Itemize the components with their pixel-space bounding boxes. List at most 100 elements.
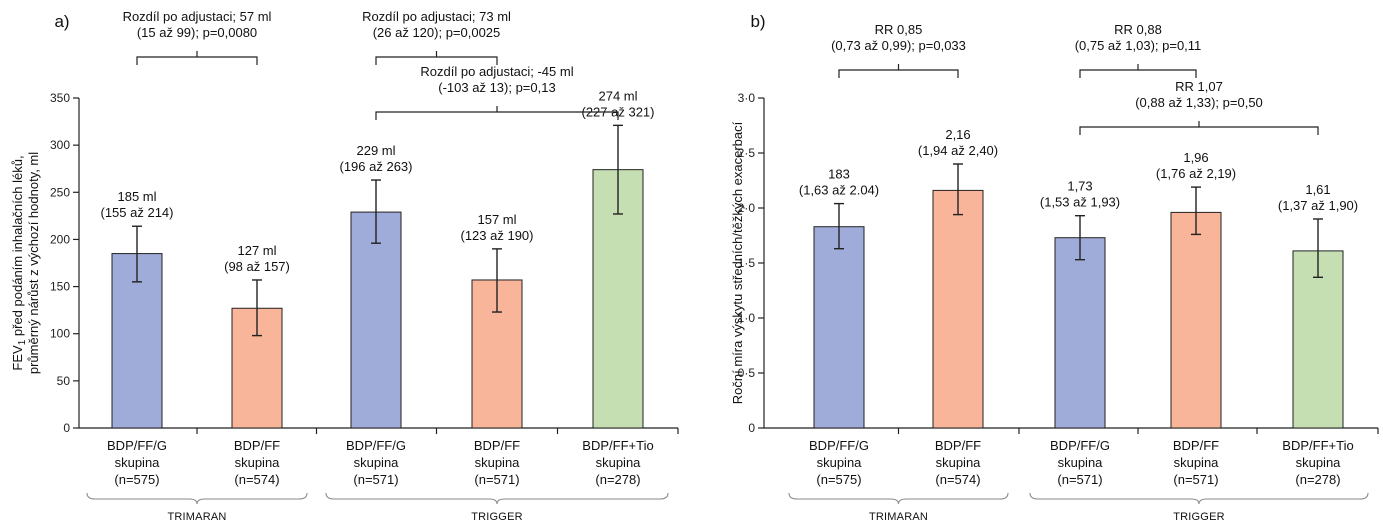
study-brace bbox=[1029, 492, 1369, 505]
study-brace bbox=[788, 492, 1009, 505]
x-tick-label: BDP/FF bbox=[474, 438, 520, 453]
bar bbox=[111, 253, 163, 429]
data-label: (155 až 214) bbox=[101, 205, 174, 220]
x-tick-label: (n=571) bbox=[1173, 472, 1218, 487]
study-brace bbox=[86, 492, 308, 505]
x-tick-label: BDP/FF bbox=[234, 438, 280, 453]
x-tick-label: BDP/FF+Tio bbox=[1282, 438, 1353, 453]
y-tick-label: 350 bbox=[50, 91, 70, 105]
x-tick-label: (n=571) bbox=[353, 472, 398, 487]
study-brace bbox=[325, 492, 669, 505]
x-tick-label: (n=278) bbox=[595, 472, 640, 487]
y-tick-label: 100 bbox=[50, 327, 70, 341]
y-tick-label: 2·0 bbox=[738, 201, 756, 215]
y-tick-label: 1·5 bbox=[738, 256, 756, 270]
study-label: TRIMARAN bbox=[167, 511, 226, 523]
x-tick-label: skupina bbox=[1296, 455, 1342, 470]
panel-label: b) bbox=[750, 12, 765, 31]
x-tick-label: skupina bbox=[354, 455, 400, 470]
x-tick-label: (n=574) bbox=[935, 472, 980, 487]
comparison-label: (0,75 až 1,03); p=0,11 bbox=[1075, 38, 1202, 53]
chart-panel-b: b) 0 0·5 1·0 1·5 2·0 2·5 3·0 Roční míra výskytu … bbox=[730, 12, 1379, 523]
data-label: (1,53 až 1,93) bbox=[1040, 195, 1120, 210]
bar bbox=[813, 226, 865, 429]
comparison-bracket bbox=[1079, 126, 1319, 135]
chart-panel-a: a) 0 50 100 150 200 250 300 350 FEV1 před podáním… bbox=[10, 9, 679, 523]
data-label: 127 ml bbox=[237, 243, 276, 258]
x-tick-label: (n=278) bbox=[1295, 472, 1340, 487]
x-tick-label: skupina bbox=[475, 455, 521, 470]
x-tick-label: (n=571) bbox=[1057, 472, 1102, 487]
study-label: TRIMARAN bbox=[869, 511, 928, 523]
data-label: 2,16 bbox=[945, 127, 970, 142]
comparison-label: RR 1,07 bbox=[1175, 79, 1223, 94]
data-label: 1,61 bbox=[1305, 182, 1330, 197]
x-tick-label: (n=575) bbox=[816, 472, 861, 487]
x-tick-label: skupina bbox=[115, 455, 161, 470]
comparison-bracket bbox=[838, 69, 959, 78]
y-axis-label: Roční míra výskytu středních/těžkých exa… bbox=[730, 121, 745, 404]
x-tick-label: BDP/FF/G bbox=[809, 438, 869, 453]
y-tick-label: 3·0 bbox=[738, 91, 756, 105]
data-label: 274 ml bbox=[598, 88, 637, 103]
y-tick-label: 200 bbox=[50, 232, 70, 246]
y-tick-label: 0 bbox=[63, 421, 70, 435]
y-tick-label: 50 bbox=[57, 374, 71, 388]
comparison-label: (0,88 až 1,33); p=0,50 bbox=[1135, 95, 1263, 110]
study-label: TRIGGER bbox=[471, 511, 523, 523]
comparison-label: RR 0,88 bbox=[1114, 22, 1162, 37]
study-label: TRIGGER bbox=[1173, 511, 1225, 523]
y-tick-label: 0·5 bbox=[738, 366, 756, 380]
y-tick-label: 2·5 bbox=[738, 146, 756, 160]
y-axis-label-line1: FEV1 před podáním inhalačních léků, bbox=[10, 155, 28, 370]
bar bbox=[932, 189, 984, 429]
y-tick-label: 0 bbox=[748, 421, 755, 435]
x-tick-label: skupina bbox=[817, 455, 863, 470]
comparison-bracket bbox=[1079, 69, 1197, 78]
x-tick-label: skupina bbox=[936, 455, 982, 470]
bar bbox=[1170, 211, 1222, 429]
x-tick-label: (n=574) bbox=[234, 472, 279, 487]
x-tick-label: skupina bbox=[596, 455, 642, 470]
panel-label: a) bbox=[54, 12, 69, 31]
comparison-label: Rozdíl po adjustaci; -45 ml bbox=[420, 64, 573, 79]
y-tick-label: 300 bbox=[50, 138, 70, 152]
x-tick-label: skupina bbox=[1058, 455, 1104, 470]
x-tick-label: skupina bbox=[235, 455, 281, 470]
data-label: (123 až 190) bbox=[461, 228, 534, 243]
y-axis-label: FEV1 před podáním inhalačních léků,průmě… bbox=[10, 152, 41, 374]
data-label: (98 až 157) bbox=[224, 259, 290, 274]
x-tick-label: BDP/FF bbox=[935, 438, 981, 453]
x-tick-label: (n=571) bbox=[474, 472, 519, 487]
data-label: 185 ml bbox=[117, 189, 156, 204]
x-tick-label: (n=575) bbox=[114, 472, 159, 487]
comparison-label: Rozdíl po adjustaci; 73 ml bbox=[362, 9, 511, 24]
y-tick-label: 250 bbox=[50, 185, 70, 199]
comparison-label: RR 0,85 bbox=[875, 22, 923, 37]
y-tick-label: 1·0 bbox=[738, 311, 756, 325]
comparison-label: Rozdíl po adjustaci; 57 ml bbox=[123, 9, 272, 24]
y-axis-label-line2: průměrný nárůst z výchozí hodnoty, ml bbox=[26, 152, 41, 374]
x-tick-label: BDP/FF bbox=[1173, 438, 1219, 453]
comparison-label: (15 až 99); p=0,0080 bbox=[137, 25, 257, 40]
bar bbox=[1292, 250, 1344, 429]
x-tick-label: skupina bbox=[1174, 455, 1220, 470]
comparison-label: (-103 až 13); p=0,13 bbox=[438, 80, 555, 95]
data-label: 1,73 bbox=[1067, 179, 1092, 194]
comparison-label: (0,73 až 0,99); p=0,033 bbox=[831, 38, 966, 53]
x-tick-label: BDP/FF/G bbox=[107, 438, 167, 453]
data-label: 157 ml bbox=[477, 212, 516, 227]
data-label: 183 bbox=[828, 167, 850, 182]
comparison-bracket bbox=[136, 56, 258, 65]
data-label: 1,96 bbox=[1183, 150, 1208, 165]
y-tick-label: 150 bbox=[50, 280, 70, 294]
data-label: (1,76 až 2,19) bbox=[1156, 166, 1236, 181]
data-label: (1,37 až 1,90) bbox=[1278, 198, 1358, 213]
data-label: (1,63 až 2.04) bbox=[799, 183, 879, 198]
x-tick-label: BDP/FF/G bbox=[1050, 438, 1110, 453]
bar bbox=[1054, 237, 1106, 429]
bar bbox=[350, 211, 402, 429]
x-tick-label: BDP/FF/G bbox=[346, 438, 406, 453]
comparison-label: (26 až 120); p=0,0025 bbox=[373, 25, 501, 40]
